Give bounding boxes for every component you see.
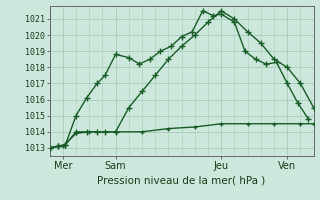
X-axis label: Pression niveau de la mer( hPa ): Pression niveau de la mer( hPa ): [98, 175, 266, 185]
